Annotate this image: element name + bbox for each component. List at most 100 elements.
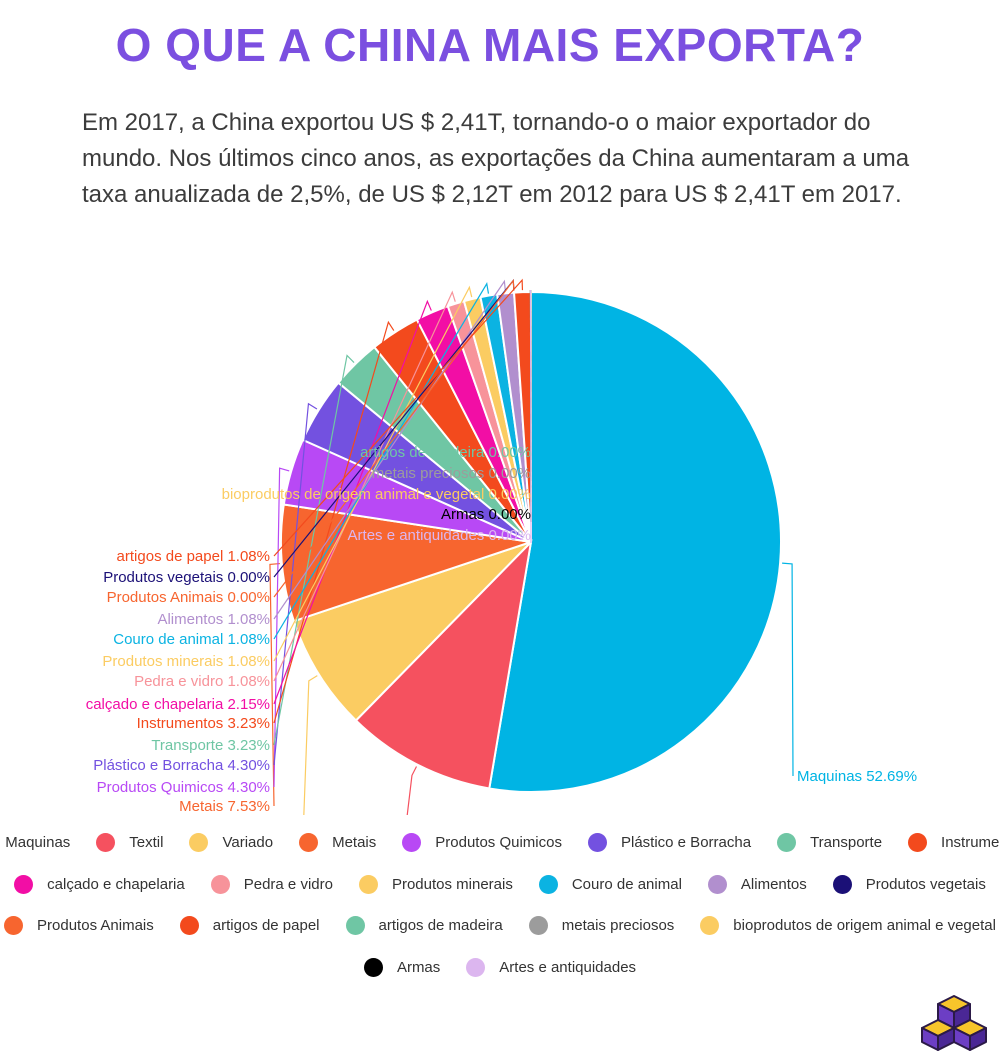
legend-dot-icon	[14, 874, 34, 894]
leader-line-produtos-animais	[273, 278, 515, 598]
data-label-artes-e-antiquidades: Artes e antiquidades 0.00%	[348, 527, 531, 544]
legend-item-couro-de-animal[interactable]: Couro de animal	[538, 874, 682, 894]
legend-label: Variado	[222, 834, 274, 852]
legend-item-variado[interactable]: Variado	[189, 833, 274, 853]
legend-item-produtos-quimicos[interactable]: Produtos Quimicos	[402, 833, 562, 853]
legend-dot-icon	[96, 833, 116, 853]
legend-item-artigos-de-papel[interactable]: artigos de papel	[179, 916, 320, 936]
legend-item-pedra-e-vidro[interactable]: Pedra e vidro	[210, 874, 333, 894]
chart-legend: Maquinas Textil Variado Metais Produtos Quim…	[0, 822, 1000, 988]
pie-data-labels: Maquinas 52.69%Textil 9.68%Variado 7.53%…	[86, 444, 917, 815]
legend-label: Produtos Quimicos	[435, 834, 562, 852]
legend-dot-icon	[538, 874, 558, 894]
leader-line-couro-de-animal	[273, 282, 490, 640]
legend-label: metais preciosos	[561, 917, 675, 935]
legend-row: Armas Artes e antiquidades	[0, 947, 1000, 989]
data-label-produtos-minerais: Produtos minerais 1.08%	[102, 653, 270, 670]
leader-line-pedra-e-vidro	[273, 290, 456, 682]
legend-item-produtos-minerais[interactable]: Produtos minerais	[358, 874, 513, 894]
pie-slice-textil	[354, 539, 533, 790]
leader-line-artigos-de-papel	[273, 278, 524, 557]
legend-label: calçado e chapelaria	[47, 875, 185, 893]
data-label-maquinas: Maquinas 52.69%	[797, 768, 917, 785]
legend-dot-icon	[587, 833, 607, 853]
legend-label: Transporte	[810, 834, 883, 852]
data-label-alimentos: Alimentos 1.08%	[157, 611, 270, 628]
legend-dot-icon	[299, 833, 319, 853]
legend-item-artigos-de-madeira[interactable]: artigos de madeira	[345, 916, 503, 936]
legend-item-metais-preciosos[interactable]: metais preciosos	[528, 916, 675, 936]
leader-line-produtos-quimicos	[273, 467, 290, 788]
legend-label: Metais	[332, 834, 377, 852]
data-label-transporte: Transporte 3.23%	[151, 737, 270, 754]
legend-label: artigos de madeira	[378, 917, 503, 935]
legend-item-produtos-vegetais[interactable]: Produtos vegetais	[832, 874, 986, 894]
legend-dot-icon	[707, 874, 727, 894]
data-label-calcado-e-chapelaria: calçado e chapelaria 2.15%	[86, 696, 270, 713]
data-label-armas: Armas 0.00%	[441, 506, 531, 523]
leader-line-instrumentos	[273, 320, 395, 724]
pie-slice-metais	[280, 503, 532, 623]
legend-row: Produtos Animais artigos de papel artigos …	[0, 905, 1000, 947]
data-label-couro-de-animal: Couro de animal 1.08%	[113, 631, 270, 648]
legend-dot-icon	[345, 916, 365, 936]
legend-dot-icon	[466, 957, 486, 977]
leader-line-plastico-e-borracha	[273, 402, 318, 766]
legend-dot-icon	[528, 916, 548, 936]
pie-slices	[280, 290, 782, 793]
legend-label: Artes e antiquidades	[499, 958, 637, 976]
legend-label: Armas	[396, 958, 441, 976]
leader-line-artes-e-antiquidades	[529, 289, 532, 544]
legend-dot-icon	[189, 833, 209, 853]
data-label-produtos-vegetais: Produtos vegetais 0.00%	[103, 569, 270, 586]
legend-label: Produtos vegetais	[865, 875, 986, 893]
legend-label: Produtos Animais	[37, 917, 154, 935]
data-label-artigos-de-papel: artigos de papel 1.08%	[117, 548, 270, 565]
legend-item-metais[interactable]: Metais	[299, 833, 377, 853]
legend-item-textil[interactable]: Textil	[96, 833, 164, 853]
cube-logo	[921, 995, 987, 1051]
legend-dot-icon	[402, 833, 422, 853]
legend-label: Pedra e vidro	[243, 875, 333, 893]
legend-item-bioprodutos-de-origem-animal-e-vegetal[interactable]: bioprodutos de origem animal e vegetal	[700, 916, 996, 936]
pie-slice-variado	[292, 541, 532, 722]
data-label-instrumentos: Instrumentos 3.23%	[137, 715, 270, 732]
data-label-metais: Metais 7.53%	[179, 798, 270, 815]
legend-dot-icon	[363, 957, 383, 977]
leader-line-produtos-minerais	[273, 285, 473, 662]
legend-label: Produtos minerais	[391, 875, 513, 893]
legend-item-calcado-e-chapelaria[interactable]: calçado e chapelaria	[14, 874, 185, 894]
legend-item-transporte[interactable]: Transporte	[777, 833, 883, 853]
legend-label: bioprodutos de origem animal e vegetal	[733, 917, 996, 935]
leader-line-alimentos	[273, 279, 507, 620]
data-label-plastico-e-borracha: Plástico e Borracha 4.30%	[93, 757, 270, 774]
legend-item-artes-e-antiquidades[interactable]: Artes e antiquidades	[466, 957, 637, 977]
leader-line-variado	[303, 675, 318, 815]
data-label-bioprodutos-de-origem-animal-e-vegetal: bioprodutos de origem animal e vegetal 0…	[222, 486, 531, 503]
data-label-metais-preciosos: metais preciosos 0.00%	[372, 465, 531, 482]
pie-chart: Maquinas 52.69%Textil 9.68%Variado 7.53%…	[86, 278, 917, 815]
legend-label: Plástico e Borracha	[620, 834, 752, 852]
legend-item-instrumentos[interactable]: Instrumentos	[908, 833, 1000, 853]
data-label-artigos-de-madeira: artigos de madeira 0.00%	[360, 444, 531, 461]
pie-leader-lines	[269, 278, 794, 815]
legend-item-maquinas[interactable]: Maquinas	[0, 833, 70, 852]
pie-slice-maquinas	[488, 290, 782, 793]
legend-item-produtos-animais[interactable]: Produtos Animais	[4, 916, 154, 936]
legend-item-armas[interactable]: Armas	[363, 957, 441, 977]
legend-dot-icon	[4, 916, 24, 936]
data-label-produtos-quimicos: Produtos Quimicos 4.30%	[97, 779, 270, 796]
data-label-produtos-animais: Produtos Animais 0.00%	[107, 589, 270, 606]
legend-item-plastico-e-borracha[interactable]: Plástico e Borracha	[587, 833, 752, 853]
legend-dot-icon	[179, 916, 199, 936]
legend-dot-icon	[777, 833, 797, 853]
data-label-pedra-e-vidro: Pedra e vidro 1.08%	[134, 673, 270, 690]
leader-line-textil	[406, 766, 418, 815]
legend-label: Instrumentos	[941, 834, 1000, 852]
legend-row: calçado e chapelaria Pedra e vidro Produto…	[0, 864, 1000, 906]
legend-dot-icon	[908, 833, 928, 853]
legend-item-alimentos[interactable]: Alimentos	[707, 874, 807, 894]
legend-dot-icon	[358, 874, 378, 894]
legend-label: Textil	[129, 834, 164, 852]
leader-line-maquinas	[782, 562, 794, 777]
